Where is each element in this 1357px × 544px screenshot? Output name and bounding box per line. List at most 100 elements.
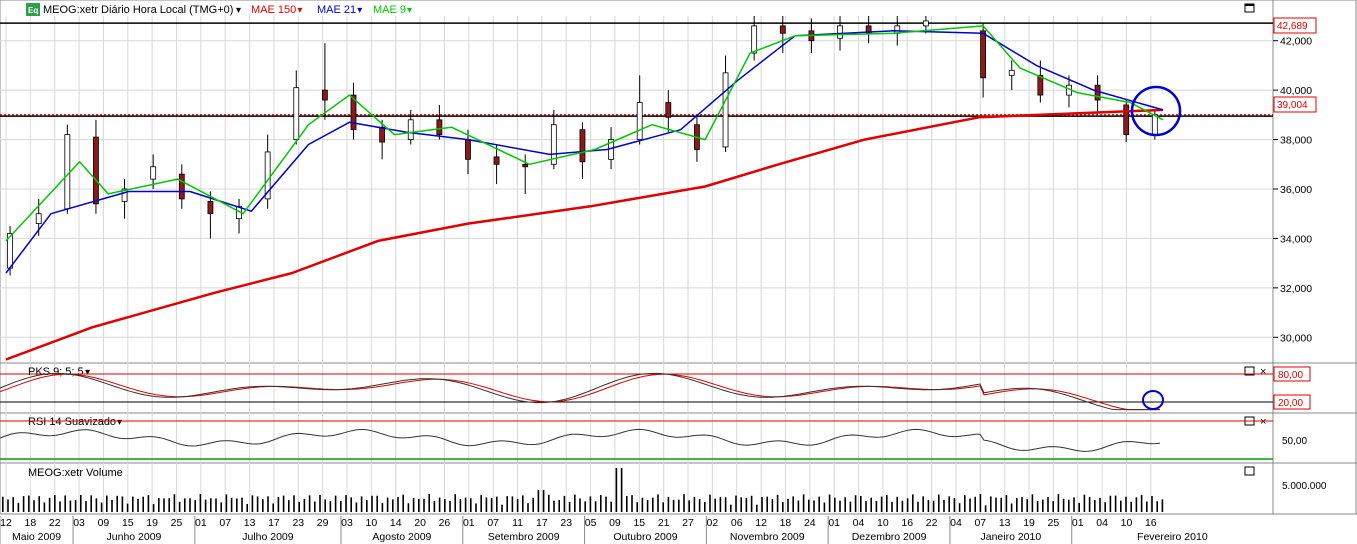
volume-bar [1052, 501, 1054, 512]
volume-bar [277, 496, 280, 512]
x-day-label: 27 [682, 517, 694, 529]
candle-body [636, 102, 643, 140]
volume-bar [605, 496, 607, 512]
volume-bar [90, 495, 92, 512]
indicator-dropdown-icon[interactable]: ▾ [297, 5, 302, 16]
volume-bar [631, 495, 633, 512]
volume-bar [797, 500, 800, 512]
volume-bar [537, 490, 540, 512]
volume-bar [402, 494, 404, 512]
candle-body [207, 200, 214, 215]
volume-bar [756, 504, 758, 512]
volume-bar [683, 494, 685, 512]
x-day-label: 11 [512, 517, 523, 529]
volume-bar [636, 502, 638, 512]
candle-body [922, 20, 929, 27]
volume-bar [329, 501, 332, 512]
eq-badge [26, 3, 40, 16]
volume-bar [979, 494, 982, 512]
candle-body [522, 163, 529, 168]
volume-bar [969, 498, 971, 512]
title-dropdown-icon[interactable]: ▾ [236, 5, 241, 16]
volume-bar [22, 496, 25, 512]
volume-bar [516, 498, 519, 512]
indicator-label[interactable]: MAE 21 [317, 4, 356, 16]
ma150-line [5, 108, 1164, 361]
candle-body [178, 173, 185, 200]
volume-bar [1104, 502, 1106, 512]
volume-bar [178, 501, 181, 512]
pks-close-icon[interactable]: × [1260, 366, 1266, 378]
volume-bar [995, 497, 997, 512]
volume-maximize-icon[interactable] [1244, 466, 1255, 476]
rsi-title[interactable]: RSI 14 Suavizado [28, 416, 116, 428]
vertical-gridlines [5, 16, 1152, 514]
badge-high: 42,689 [1273, 17, 1317, 34]
volume-bar [59, 501, 61, 512]
candle-body [1123, 104, 1130, 136]
volume-bar [433, 500, 436, 512]
volume-bar [106, 495, 108, 512]
volume-bar [750, 495, 753, 512]
x-day-label: 02 [707, 517, 719, 529]
x-day-label: 01 [828, 517, 840, 529]
volume-bar [704, 502, 706, 512]
x-day-label: 12 [0, 517, 12, 529]
indicator-dropdown-icon[interactable]: ▾ [407, 5, 412, 16]
volume-bar [444, 499, 446, 512]
volume-bar [1031, 494, 1034, 512]
volume-bar [308, 495, 311, 512]
volume-bar [490, 498, 493, 512]
pks-level-80-text: 80,00 [1278, 370, 1303, 381]
x-month-label: Agosto 2009 [372, 531, 431, 543]
rsi-dropdown-icon[interactable]: ▾ [117, 417, 122, 428]
y-tick-label: 38,000 [1280, 135, 1312, 147]
volume-bar [381, 502, 384, 512]
volume-bar [1156, 501, 1158, 512]
pks-dropdown-icon[interactable]: ▾ [85, 367, 90, 378]
volume-bar [412, 497, 415, 512]
volume-bar [553, 500, 555, 512]
volume-bar [730, 504, 732, 512]
volume-bar [485, 497, 488, 512]
volume-bar [1010, 503, 1013, 512]
volume-bar [366, 500, 368, 512]
volume-bar [100, 502, 103, 512]
volume-bar [293, 495, 295, 512]
x-month-label: Julho 2009 [242, 531, 294, 543]
volume-title[interactable]: MEOG:xetr Volume [28, 467, 123, 479]
rsi-line-path [0, 428, 1161, 452]
chart-title[interactable]: MEOG:xetr Diário Hora Local (TMG+0) [43, 4, 233, 16]
volume-bar [740, 497, 742, 512]
volume-bar [1135, 497, 1138, 512]
volume-bar [17, 502, 20, 512]
pks-maximize-icon[interactable] [1244, 366, 1255, 376]
volume-bar [984, 505, 987, 512]
x-day-label: 16 [901, 517, 913, 529]
indicator-label[interactable]: MAE 9 [373, 4, 406, 16]
x-day-label: 16 [1145, 517, 1157, 529]
volume-bar [2, 496, 4, 512]
x-day-label: 09 [609, 517, 621, 529]
volume-bar [199, 494, 202, 512]
volume-bar [761, 497, 763, 512]
volume-bar [834, 497, 836, 512]
candle-body [751, 25, 758, 54]
volume-bar [69, 500, 72, 512]
x-day-label: 04 [950, 517, 962, 529]
volume-bar [917, 501, 919, 512]
rsi-close-icon[interactable]: × [1260, 416, 1266, 428]
volume-bar [501, 504, 503, 512]
volume-bar [808, 499, 810, 512]
x-day-label: 07 [974, 517, 986, 529]
indicator-label[interactable]: MAE 150 [251, 4, 296, 16]
y-tick-label: 42,000 [1280, 36, 1312, 48]
x-day-label: 25 [171, 517, 183, 529]
volume-bar [64, 495, 66, 512]
volume-bar [418, 499, 420, 512]
volume-bar [80, 494, 82, 512]
indicator-dropdown-icon[interactable]: ▾ [357, 5, 362, 16]
y-tick-label: 40,000 [1280, 85, 1312, 97]
volume-bar [906, 498, 909, 512]
